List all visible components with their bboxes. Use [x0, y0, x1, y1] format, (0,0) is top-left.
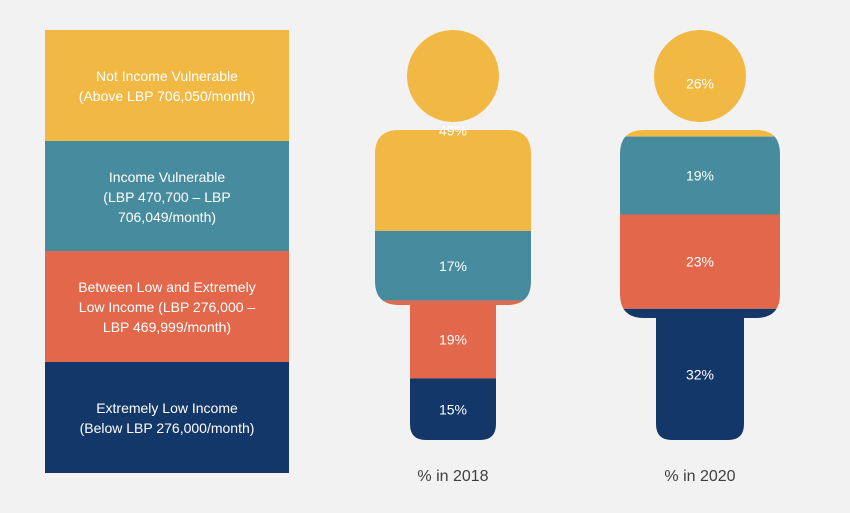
person-figure-2018: [375, 30, 531, 440]
data-label-low-income-2020: 23%: [686, 254, 714, 270]
segment-vulnerable-2020: [620, 136, 780, 215]
data-label-not-vulnerable-2018: 49%: [439, 122, 467, 138]
data-label-vulnerable-2018: 17%: [439, 258, 467, 274]
person-figure-2020: [620, 30, 780, 440]
legend-item-not-vulnerable: Not Income Vulnerable (Above LBP 706,050…: [45, 30, 289, 141]
segment-not-vulnerable-2020: [620, 30, 780, 137]
data-label-extremely-low-2018: 15%: [439, 401, 467, 417]
legend-label-low-income: Between Low and Extremely Low Income (LB…: [78, 278, 256, 335]
segment-low-income-2020: [620, 214, 780, 309]
data-label-low-income-2018: 19%: [439, 332, 467, 348]
data-label-vulnerable-2020: 19%: [686, 168, 714, 184]
legend-label-not-vulnerable: Not Income Vulnerable (Above LBP 706,050…: [78, 67, 256, 104]
legend-item-vulnerable: Income Vulnerable (LBP 470,700 – LBP 706…: [45, 141, 289, 252]
data-label-extremely-low-2020: 32%: [686, 366, 714, 382]
legend-label-vulnerable: Income Vulnerable (LBP 470,700 – LBP 706…: [103, 168, 231, 225]
segment-extremely-low-2020: [620, 308, 780, 440]
segment-vulnerable-2018: [375, 230, 531, 301]
category-label-2018: % in 2018: [417, 468, 488, 485]
legend-item-extremely-low: Extremely Low Income (Below LBP 276,000/…: [45, 362, 289, 473]
legend-item-low-income: Between Low and Extremely Low Income (LB…: [45, 251, 289, 362]
category-label-2020: % in 2020: [664, 468, 735, 485]
data-label-not-vulnerable-2020: 26%: [686, 75, 714, 91]
legend-label-extremely-low: Extremely Low Income (Below LBP 276,000/…: [79, 399, 255, 436]
